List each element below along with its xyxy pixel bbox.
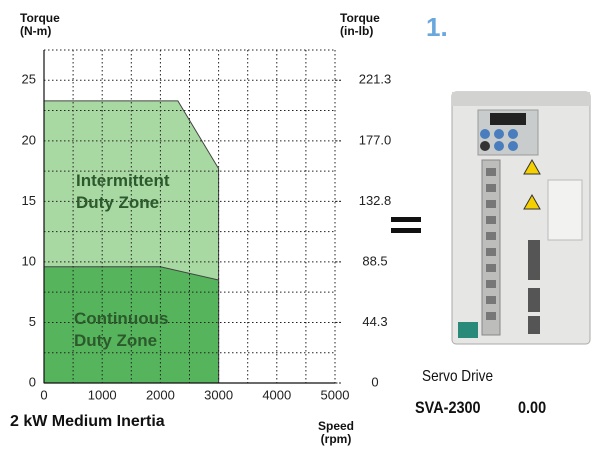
x-tick-label: 3000 — [204, 387, 233, 402]
equals-sign — [391, 228, 421, 233]
zone-label: Continuous Duty Zone — [74, 308, 192, 352]
y2-tick-label: 221.3 — [359, 72, 392, 87]
y2-tick-label: 0 — [371, 374, 378, 389]
x-tick-label: 5000 — [321, 387, 350, 402]
item-number: 1. — [426, 12, 448, 43]
y-tick-label: 15 — [22, 193, 36, 208]
x-tick-label: 0 — [40, 387, 47, 402]
y2-tick-label: 88.5 — [362, 253, 387, 268]
servo-drive-image — [452, 92, 590, 344]
equals-sign — [391, 217, 421, 222]
y2-tick-label: 132.8 — [359, 193, 392, 208]
x-tick-label: 2000 — [146, 387, 175, 402]
x-axis-label: Speed (rpm) — [318, 420, 354, 446]
y2-axis-label: Torque (in-lb) — [340, 12, 380, 38]
y-tick-label: 0 — [29, 374, 36, 389]
product-model: SVA-2300 — [415, 398, 481, 418]
product-price: 0.00 — [518, 398, 546, 418]
page: 0 5 10 15 20 25 0 44.3 88.5 132.8 177.0 221.3 0 1000 2… — [0, 0, 604, 456]
product-name: Servo Drive — [422, 368, 493, 386]
x-tick-label: 1000 — [88, 387, 117, 402]
caption: 2 kW Medium Inertia — [10, 413, 165, 431]
y2-tick-label: 44.3 — [362, 314, 387, 329]
y2-tick-label: 177.0 — [359, 132, 392, 147]
zone-label: Intermittent Duty Zone — [76, 170, 194, 214]
y-tick-label: 25 — [22, 72, 36, 87]
y-tick-label: 5 — [29, 314, 36, 329]
chart: 0 5 10 15 20 25 0 44.3 88.5 132.8 177.0 221.3 0 1000 2… — [0, 0, 604, 456]
y-axis-label: Torque (N-m) — [20, 12, 60, 38]
y-tick-label: 10 — [22, 253, 36, 268]
y-tick-label: 20 — [22, 132, 36, 147]
x-tick-label: 4000 — [262, 387, 291, 402]
